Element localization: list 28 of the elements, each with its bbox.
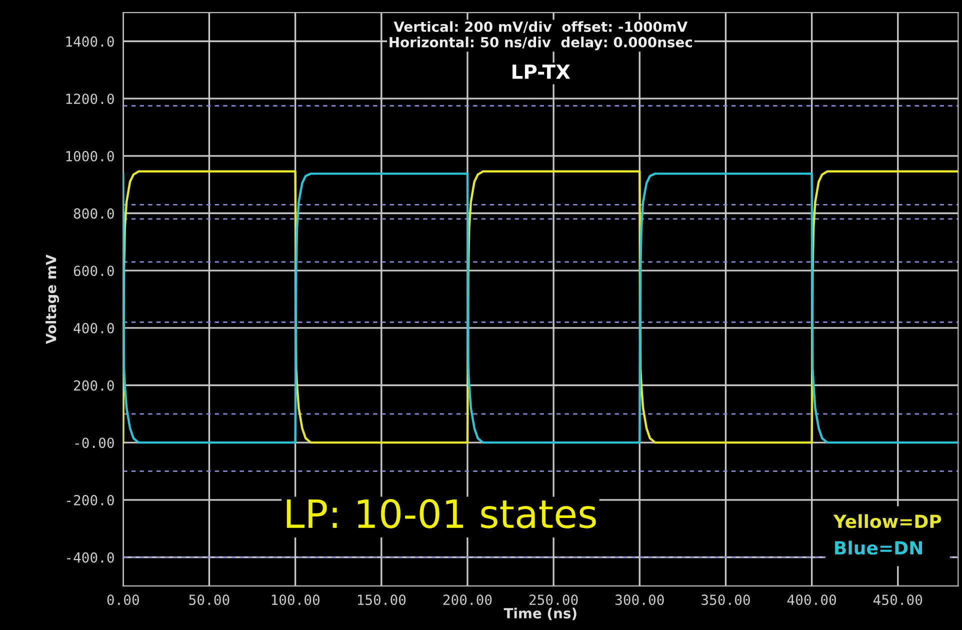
- text: Blue=DN: [835, 540, 922, 555]
- y-tick-label: 200.0: [74, 380, 114, 391]
- x-tick-label: 300.00: [615, 594, 664, 606]
- text: LP-TX: [512, 64, 570, 79]
- y-tick-label: 1200.0: [66, 94, 114, 104]
- x-tick-label: 450.00: [874, 594, 922, 606]
- y-tick-label: -200.0: [67, 494, 114, 506]
- x-axis-title: Time (ns): [504, 608, 576, 620]
- x-tick-label: 400.00: [787, 594, 836, 606]
- x-tick-label: 200.00: [443, 594, 492, 606]
- annotation: LP: 10-01 states: [286, 498, 596, 528]
- x-tick-label: 0.00: [107, 594, 139, 606]
- y-tick-label: 1000.0: [66, 150, 114, 162]
- annotation: Horizontal: 50 ns/div delay: 0.000nsec: [390, 36, 692, 50]
- y-tick-label: -400.0: [67, 552, 114, 563]
- y-tick-label: 800.0: [74, 208, 114, 219]
- text: Yellow=DP: [833, 514, 942, 528]
- y-tick-label: 400.0: [74, 322, 114, 334]
- y-tick-label: 600.0: [74, 266, 114, 276]
- y-axis-title: Voltage mV: [46, 254, 60, 344]
- x-tick-label: 350.00: [702, 594, 750, 606]
- x-tick-label: 150.00: [358, 594, 406, 606]
- annotation: Vertical: 200 mV/div offset: -1000mV: [394, 21, 688, 34]
- y-tick-label: 1400.0: [66, 36, 114, 47]
- x-tick-label: 50.00: [189, 594, 230, 606]
- x-tick-label: 100.00: [272, 594, 320, 606]
- x-tick-label: 250.00: [530, 594, 578, 606]
- y-tick-label: -0.00: [75, 438, 114, 448]
